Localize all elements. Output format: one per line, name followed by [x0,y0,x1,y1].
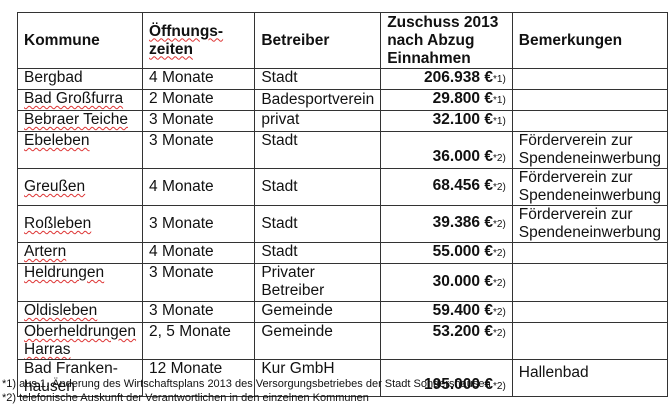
footnote-2: *2) telefonische Auskunft der Verantwort… [2,392,369,404]
cell-bemerkung: Förderverein zur Spendeneinwerbung [511,131,668,169]
cell-betreiber: Badesportverein [254,89,382,111]
cell-kommune: Oldisleben [16,301,144,323]
cell-betreiber: Gemeinde [254,301,382,323]
cell-betreiber: Stadt [254,68,382,90]
table-row: Heldrungen 3 Monate Privater Betreiber 30… [16,263,668,302]
cell-bemerkung [511,68,668,90]
cell-zuschuss: 29.800 €*1) [380,89,513,111]
cell-zeiten: 2 Monate [142,89,256,111]
footnote-ref: *2) [492,328,506,339]
cell-zuschuss: 39.386 €*2) [380,205,513,243]
cell-bemerkung: Förderverein zur Spendeneinwerbung [511,168,668,206]
cell-zeiten: 2, 5 Monate [142,322,256,360]
cell-kommune: Bad Großfurra [16,89,144,111]
footnote-ref: *2) [492,248,506,259]
cell-zeiten: 3 Monate [142,301,256,323]
table-row: Bad Franken-hausen 12 Monate Kur GmbH 19… [16,359,668,397]
footnote-ref: *2) [492,182,506,193]
cell-bemerkung [511,110,668,132]
cell-betreiber: Stadt [254,131,382,169]
header-kommune: Kommune [16,12,144,69]
footnote-ref: *2) [492,219,506,230]
table-row: Oldisleben 3 Monate Gemeinde 59.400 €*2) [16,301,668,323]
cell-kommune: Bebraer Teiche [16,110,144,132]
header-oeffnungszeiten: Öffnungs-zeiten [142,12,256,69]
cell-kommune: Oberheldrungen Harras [16,322,144,360]
cell-bemerkung [511,263,668,302]
footnote-ref: *1) [492,74,506,85]
table-row: Oberheldrungen Harras 2, 5 Monate Gemeind… [16,322,668,360]
cell-kommune: Heldrungen [16,263,144,302]
footnotes: *1) aus 1. Änderung des Wirtschaftsplans… [2,377,491,405]
cell-zeiten: 4 Monate [142,168,256,206]
cell-zuschuss: 195.000 €*2) [380,359,513,397]
cell-kommune: Artern [16,242,144,264]
cell-zeiten: 3 Monate [142,263,256,302]
cell-zuschuss: 32.100 €*1) [380,110,513,132]
footnote-ref: *2) [492,381,506,392]
cell-betreiber: Kur GmbH [254,359,382,397]
table-row: Artern 4 Monate Stadt 55.000 €*2) [16,242,668,264]
cell-betreiber: privat [254,110,382,132]
cell-zeiten: 4 Monate [142,242,256,264]
cell-zuschuss: 206.938 €*1) [380,68,513,90]
footnote-ref: *1) [492,95,506,106]
cell-zuschuss: 59.400 €*2) [380,301,513,323]
cell-zeiten: 12 Monate [142,359,256,397]
cell-bemerkung [511,242,668,264]
table-row: Greußen 4 Monate Stadt 68.456 €*2) Förde… [16,168,668,206]
cell-zeiten: 3 Monate [142,110,256,132]
cell-zuschuss: 36.000 €*2) [380,131,513,169]
cell-zeiten: 4 Monate [142,68,256,90]
table-row: Bad Großfurra 2 Monate Badesportverein 2… [16,89,668,111]
table-row: Bebraer Teiche 3 Monate privat 32.100 €*… [16,110,668,132]
table-header-row: Kommune Öffnungs-zeiten Betreiber Zuschu… [16,12,668,69]
cell-zuschuss: 68.456 €*2) [380,168,513,206]
header-bemerkungen: Bemerkungen [511,12,668,69]
cell-zuschuss: 55.000 €*2) [380,242,513,264]
header-zuschuss: Zuschuss 2013 nach Abzug Einnahmen [380,12,513,69]
cell-kommune: Ebeleben [16,131,144,169]
table-row: Ebeleben 3 Monate Stadt 36.000 €*2) Förd… [16,131,668,169]
cell-kommune: Roßleben [16,205,144,243]
cell-kommune: Bad Franken-hausen [16,359,144,397]
footnote-ref: *2) [492,307,506,318]
cell-zeiten: 3 Monate [142,131,256,169]
cell-zuschuss: 30.000 €*2) [380,263,513,302]
cell-betreiber: Stadt [254,205,382,243]
footnote-ref: *2) [492,153,506,164]
cell-bemerkung: Hallenbad [511,359,668,397]
cell-betreiber: Stadt [254,168,382,206]
cell-kommune: Greußen [16,168,144,206]
cell-betreiber: Privater Betreiber [254,263,382,302]
cell-kommune: Bergbad [16,68,144,90]
cell-betreiber: Gemeinde [254,322,382,360]
pool-subsidy-table: Kommune Öffnungs-zeiten Betreiber Zuschu… [16,12,668,397]
cell-bemerkung [511,301,668,323]
cell-zeiten: 3 Monate [142,205,256,243]
cell-bemerkung: Förderverein zur Spendeneinwerbung [511,205,668,243]
footnote-1: *1) aus 1. Änderung des Wirtschaftsplans… [2,378,491,390]
table-row: Roßleben 3 Monate Stadt 39.386 €*2) Förd… [16,205,668,243]
cell-zuschuss: 53.200 €*2) [380,322,513,360]
cell-bemerkung [511,89,668,111]
footnote-ref: *1) [492,116,506,127]
cell-bemerkung [511,322,668,360]
table-row: Bergbad 4 Monate Stadt 206.938 €*1) [16,68,668,90]
footnote-ref: *2) [492,277,506,289]
cell-betreiber: Stadt [254,242,382,264]
header-betreiber: Betreiber [254,12,382,69]
